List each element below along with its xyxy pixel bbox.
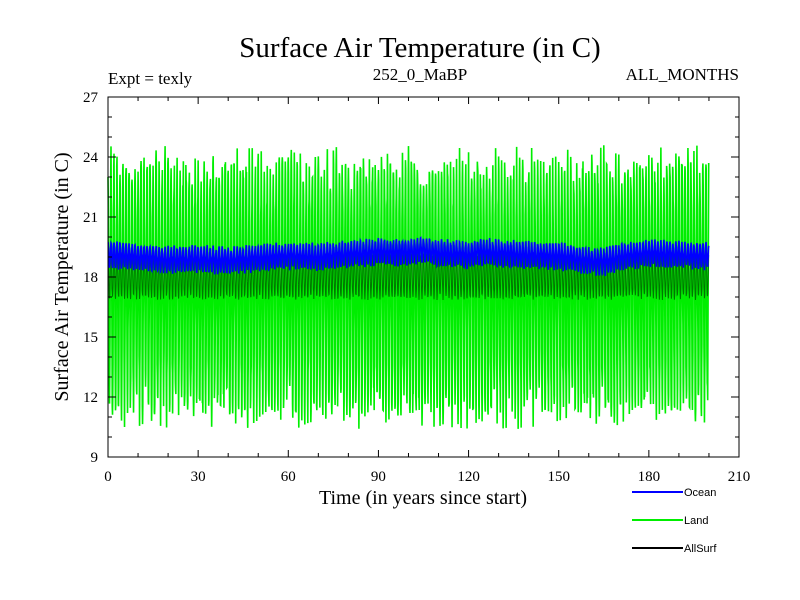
- legend-label-allsurf: AllSurf: [684, 543, 717, 555]
- y-tick-label: 15: [83, 330, 98, 346]
- x-tick-label: 120: [457, 469, 480, 485]
- x-tick-label: 30: [191, 469, 206, 485]
- months-label: ALL_MONTHS: [626, 65, 739, 84]
- x-tick-label: 210: [728, 469, 751, 485]
- y-tick-label: 18: [83, 270, 98, 286]
- x-tick-label: 0: [104, 469, 112, 485]
- run-label: 252_0_MaBP: [373, 65, 467, 84]
- x-tick-label: 180: [638, 469, 661, 485]
- axes: 0 30 60 90 120 150 180 210 9 12 15 18 21 24 27: [83, 90, 750, 485]
- legend: Ocean Land AllSurf: [632, 487, 717, 555]
- legend-label-ocean: Ocean: [684, 487, 716, 499]
- series-land-line: [107, 145, 710, 429]
- y-tick-label: 21: [83, 210, 98, 226]
- x-tick-label: 150: [547, 469, 570, 485]
- x-tick-label: 60: [281, 469, 296, 485]
- chart-title: Surface Air Temperature (in C): [239, 32, 600, 64]
- series-ocean-line: [107, 236, 710, 277]
- y-tick-label: 9: [91, 450, 99, 466]
- x-axis-label: Time (in years since start): [319, 487, 527, 509]
- y-tick-label: 27: [83, 90, 99, 106]
- x-tick-label: 90: [371, 469, 386, 485]
- y-tick-label: 24: [83, 150, 99, 166]
- expt-label: Expt = texly: [108, 69, 193, 88]
- y-tick-label: 12: [83, 390, 98, 406]
- plot-area: [107, 145, 710, 429]
- legend-label-land: Land: [684, 515, 708, 527]
- y-axis-label: Surface Air Temperature (in C): [51, 152, 73, 401]
